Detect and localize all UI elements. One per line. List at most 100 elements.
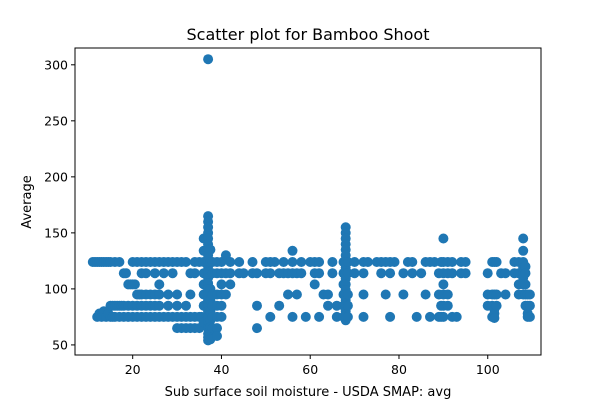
data-point: [460, 257, 471, 267]
data-point: [291, 289, 302, 300]
data-point: [154, 279, 165, 290]
data-point: [287, 245, 298, 256]
data-point: [269, 257, 280, 267]
data-point: [342, 300, 353, 311]
data-point: [524, 311, 535, 322]
data-point: [327, 268, 338, 279]
data-point: [489, 313, 500, 323]
data-point: [327, 257, 338, 267]
data-point: [438, 279, 449, 290]
data-point: [203, 54, 214, 65]
x-tick-label: 80: [391, 362, 407, 377]
data-point: [252, 300, 262, 311]
data-point: [411, 311, 422, 322]
data-point: [342, 311, 353, 322]
data-point: [278, 257, 289, 267]
data-point: [524, 300, 535, 311]
data-point: [385, 268, 396, 279]
data-point: [500, 289, 511, 300]
data-point: [265, 268, 276, 279]
plot-frame: [74, 47, 542, 356]
axes: [74, 47, 542, 356]
data-point: [407, 257, 418, 267]
data-point: [447, 257, 458, 267]
data-point: [416, 268, 427, 279]
data-point: [518, 245, 529, 256]
data-point: [314, 257, 325, 267]
data-point: [425, 311, 435, 322]
data-point: [252, 268, 262, 279]
data-point: [247, 257, 258, 267]
data-point: [323, 300, 333, 311]
data-point: [491, 300, 502, 311]
data-point: [181, 300, 191, 311]
x-axis-label: Sub surface soil moisture - USDA SMAP: a…: [165, 385, 452, 400]
data-point: [420, 289, 431, 300]
data-point: [451, 311, 462, 322]
data-point: [163, 300, 174, 311]
data-point: [225, 279, 236, 290]
data-point: [129, 279, 140, 290]
data-points: [87, 54, 535, 346]
y-tick-label: 200: [44, 169, 68, 184]
data-point: [349, 257, 360, 267]
data-point: [491, 257, 502, 267]
x-tick-label: 20: [125, 362, 141, 377]
data-point: [114, 257, 125, 267]
data-point: [482, 268, 493, 279]
data-point: [252, 323, 262, 334]
x-tick-label: 100: [476, 362, 500, 377]
data-point: [163, 289, 174, 300]
data-point: [309, 279, 320, 290]
data-point: [460, 268, 471, 279]
data-point: [438, 233, 449, 244]
data-point: [154, 300, 165, 311]
data-point: [287, 257, 298, 267]
data-point: [172, 289, 183, 300]
data-point: [225, 257, 236, 267]
data-point: [500, 268, 511, 279]
y-tick-label: 150: [44, 225, 68, 240]
data-point: [385, 311, 396, 322]
data-point: [398, 268, 409, 279]
data-point: [380, 289, 391, 300]
data-point: [314, 268, 325, 279]
data-point: [342, 289, 353, 300]
x-axis-ticks: 20 40 60 80 100: [125, 355, 500, 377]
data-point: [524, 289, 535, 300]
data-point: [520, 268, 531, 279]
y-tick-label: 100: [44, 281, 68, 296]
data-point: [274, 300, 285, 311]
data-point: [185, 289, 196, 300]
data-point: [407, 268, 418, 279]
y-axis-label: Average: [20, 175, 35, 228]
data-point: [149, 268, 160, 279]
data-point: [358, 311, 369, 322]
data-point: [225, 268, 236, 279]
data-point: [234, 257, 245, 267]
data-point: [376, 268, 387, 279]
data-point: [212, 323, 222, 334]
data-point: [167, 268, 178, 279]
y-tick-label: 250: [44, 113, 68, 128]
data-point: [216, 279, 227, 290]
data-point: [296, 268, 307, 279]
data-point: [323, 289, 333, 300]
data-point: [300, 311, 311, 322]
chart-title: Scatter plot for Bamboo Shoot: [187, 25, 430, 44]
data-point: [358, 268, 369, 279]
data-point: [362, 257, 373, 267]
data-point: [287, 311, 298, 322]
data-point: [238, 268, 249, 279]
data-point: [447, 268, 458, 279]
data-point: [442, 300, 453, 311]
x-tick-label: 60: [302, 362, 318, 377]
data-point: [265, 311, 276, 322]
y-tick-label: 300: [44, 57, 68, 72]
data-point: [172, 300, 183, 311]
x-tick-label: 40: [214, 362, 230, 377]
y-tick-label: 50: [52, 337, 68, 352]
data-point: [121, 268, 131, 279]
data-point: [154, 289, 165, 300]
